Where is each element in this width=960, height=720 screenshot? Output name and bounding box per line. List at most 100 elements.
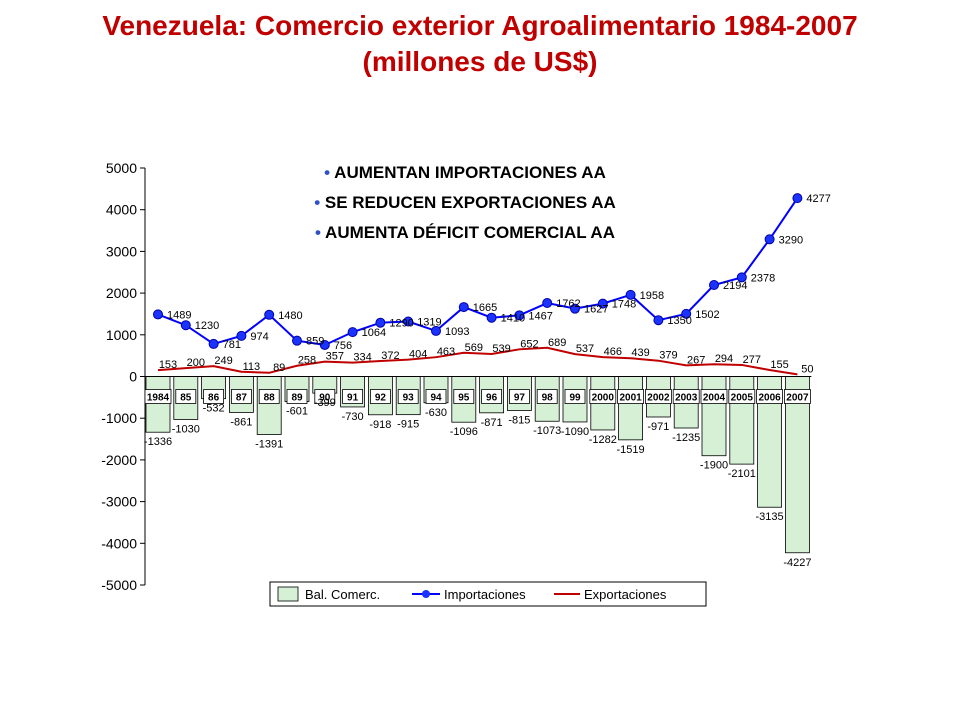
balance-value-label: -4227 [783,557,811,569]
imports-point [542,298,553,309]
category-label: 89 [291,393,303,404]
category-label: 2005 [731,393,754,404]
category-box [175,389,197,404]
category-label: 86 [208,393,220,404]
imports-point [319,339,330,350]
balance-value-label: -730 [342,411,364,423]
category-label: 2003 [675,393,698,404]
category-label: 1984 [147,393,170,404]
imports-point [431,325,441,336]
exports-value-label: 439 [631,347,649,359]
imports-value-label: 2194 [723,280,747,292]
category-label: 88 [264,393,276,404]
imports-point [180,320,191,331]
category-box [508,389,530,404]
category-box [645,389,672,404]
imports-value-label: 1350 [667,315,691,327]
category-box [453,389,475,404]
category-box [369,389,391,404]
balance-bar [145,376,171,433]
exports-value-label: 50 [801,363,813,375]
imports-value-label: 1762 [556,298,580,310]
category-box [258,389,280,404]
y-tick-label: -4000 [101,535,137,551]
imports-value-label: 974 [250,331,268,343]
category-label: 2002 [647,393,670,404]
imports-point [792,193,803,204]
imports-value-label: 1290 [389,318,413,330]
balance-value-label: -2101 [728,468,756,480]
category-box [144,389,172,404]
category-label: 91 [347,393,359,404]
category-label: 96 [486,393,498,404]
balance-value-label: -1235 [672,432,700,444]
imports-point [625,289,636,300]
chart-title: Venezuela: Comercio exterior Agroaliment… [0,8,960,80]
imports-value-label: 1410 [501,313,525,325]
balance-value-label: -815 [508,414,530,426]
imports-value-label: 1230 [195,320,219,332]
imports-point [208,338,219,349]
category-box [784,389,811,404]
balance-value-label: -630 [425,407,447,419]
category-label: 2004 [703,393,726,404]
balance-bar [618,376,643,441]
category-box [481,389,503,404]
balance-value-label: -915 [397,419,419,431]
balance-value-label: -1073 [533,425,561,437]
imports-value-label: 3290 [779,234,803,246]
y-tick-label: 4000 [106,202,137,218]
imports-point [153,309,163,320]
exports-line [157,346,798,376]
balance-value-label: -532 [203,403,225,415]
category-label: 90 [319,393,331,404]
imports-point [236,330,247,341]
exports-value-label: 372 [381,350,399,362]
balance-value-label: -1090 [561,426,589,438]
y-tick-label: -1000 [101,410,137,426]
imports-value-label: 1489 [167,309,191,321]
category-box [589,389,617,404]
imports-value-label: 2378 [751,272,775,284]
balance-value-label: -871 [481,417,503,429]
imports-point [403,316,414,327]
imports-value-label: 1665 [473,302,497,314]
balance-value-label: -1900 [700,460,728,472]
balance-value-label: -1030 [172,423,200,435]
legend-label-balance: Bal. Comerc. [305,587,380,602]
category-box [314,389,336,404]
exports-value-label: 404 [409,349,427,361]
balance-value-label: -971 [647,421,669,433]
balance-value-label: -918 [369,419,391,431]
imports-point [458,302,469,313]
imports-point [681,308,692,319]
exports-value-label: 155 [770,359,788,371]
imports-value-label: 756 [334,340,352,352]
exports-value-label: 379 [659,350,677,362]
imports-point [347,327,358,338]
category-box [672,389,700,404]
exports-value-label: 89 [273,362,285,374]
imports-line [157,197,799,347]
exports-value-label: 652 [520,338,538,350]
imports-point [264,309,275,320]
imports-value-label: 859 [306,336,324,348]
exports-value-label: 277 [743,354,761,366]
imports-point [292,335,302,346]
balance-value-label: -1391 [255,439,283,451]
imports-point [514,310,525,321]
imports-value-label: 781 [223,339,241,351]
category-box [342,389,364,404]
category-box [617,389,644,404]
imports-value-label: 1319 [417,316,441,328]
exports-value-label: 200 [187,357,205,369]
legend-label-imports: Importaciones [444,587,526,602]
imports-point [486,312,497,323]
category-box [425,389,447,404]
annotation-text: • AUMENTAN IMPORTACIONES AA [324,163,606,182]
balance-value-label: -399 [314,397,336,409]
imports-point [764,234,775,245]
balance-bar [701,376,727,457]
category-label: 95 [458,393,470,404]
